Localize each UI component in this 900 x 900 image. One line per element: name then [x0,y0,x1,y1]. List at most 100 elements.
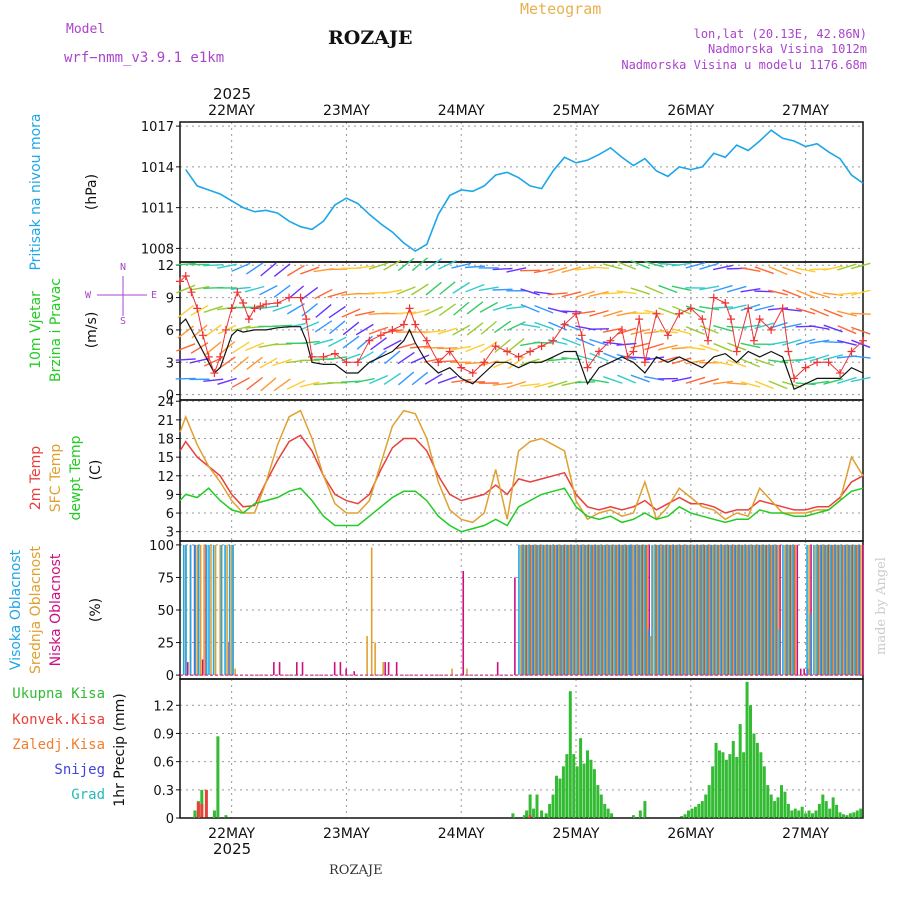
wind-arrow [713,284,733,292]
wind-arrow [203,378,224,383]
precip-bar-total [193,810,197,818]
wind-arrow [424,373,443,385]
wind-gust-marker [704,336,713,345]
precip-bar-total [783,791,787,818]
wind-arrow [740,267,761,273]
precip-bar-total [638,810,642,818]
precip-bar-total [224,815,228,818]
precip-bar-total [711,766,715,818]
precip-bar-total [216,736,220,818]
model-label: Model [66,22,105,37]
wind-arrow [671,328,692,335]
wind-arrow [203,264,224,267]
wind-arrow [644,309,665,316]
wind-gust-marker [405,304,414,313]
wind-arrow [782,266,802,275]
wind-arrow [726,285,747,293]
wind-arrow [823,308,843,318]
wind-arrow [850,289,871,296]
precip-bar-total [848,813,852,818]
day-label-top: 26MAY [667,103,714,119]
lonlat-label: lon,lat (20.13E, 42.86N) [694,27,867,41]
precip-bar-total [835,804,839,818]
precip-bar-total [596,785,600,818]
wind-arrow [754,358,774,367]
wind-arrow [617,374,637,384]
wind-arrow [438,303,457,317]
wind-arrow [699,262,719,270]
wind-gust-marker [422,336,431,345]
wind-arrow [272,303,292,312]
wind-arrow [260,377,277,392]
wind-arrow [451,345,472,351]
wind-arrow [230,286,251,290]
wind-arrow [644,356,665,361]
wind-arrow [699,306,720,311]
wind-gust-marker [629,347,638,356]
y-tick-label: 1008 [141,242,174,257]
precip-bar-total [845,815,849,818]
precip-bar-total [575,766,579,818]
footer-station: ROZAJE [329,863,383,878]
precip-bar-conv [196,802,200,818]
precip-bar-total [821,794,825,818]
elevation-label: Nadmorska Visina 1012m [708,42,867,56]
precip-bar-total [841,814,845,818]
wind-arrow [466,322,484,336]
wind-arrow [685,359,706,365]
precip-bar-total [511,813,515,818]
wind-arrow [384,350,401,365]
panel-frame [179,121,864,263]
wind-gust-marker [767,325,776,334]
precip-bar-total [752,733,756,818]
wind-arrow [314,320,333,333]
wind-arrow [437,360,458,363]
y-tick-label: 3 [166,356,174,371]
day-label-bottom: 23MAY [323,826,370,842]
wind-arrow [630,287,651,295]
wind-gust-marker [302,315,311,324]
model-elevation-label: Nadmorska Visina u modelu 1176.68m [621,58,867,72]
wind-arrow [823,341,844,344]
wind-arrow [823,378,843,385]
wind-gust-marker [709,293,718,302]
model-name: wrf−nmm_v3.9.1 e1km [64,50,224,66]
wind-arrow [534,321,554,330]
wind-arrow [796,289,816,299]
wind-gust-marker [216,352,225,361]
wind-arrow [492,382,513,386]
wind-arrow [644,260,664,268]
wind-arrow [809,290,830,298]
wind-arrow [726,382,747,386]
precip-bar-total [859,808,863,818]
wind-arrow [520,303,540,313]
precip-bar-total [804,813,808,818]
wind-arrow [795,338,816,346]
precip-bar-total [855,810,859,818]
precip-bar-total [693,806,697,818]
y-tick-label: 24 [157,395,174,410]
cloud-outer-label-mid: Srednja Oblacnost [28,546,44,674]
precip-bar-conv [528,815,532,818]
wind-arrow [423,357,444,363]
wind-arrow [175,377,196,380]
wind-arrow [602,310,623,318]
wind-arrow [382,289,403,295]
precip-bar-total [561,766,565,818]
wind-arrow [287,264,305,277]
precip-bar-total [762,766,766,818]
y-tick-label: 75 [157,571,174,586]
wind-gust-marker [686,304,695,313]
wind-arrow [299,381,320,388]
wind-arrow [575,290,595,298]
wind-arrow [204,324,222,338]
wind-arrow [685,305,706,313]
wind-arrow [740,342,761,349]
wind-gust-marker [262,300,271,309]
credit-text: made by Angel [874,557,889,655]
header: Model wrf−nmm_v3.9.1 e1km ROZAJE Meteogr… [64,0,889,878]
precip-bar-total [586,750,590,818]
precip-bar-total [551,794,555,818]
precip-bar-total [786,803,790,818]
wind-arrow [851,326,871,335]
